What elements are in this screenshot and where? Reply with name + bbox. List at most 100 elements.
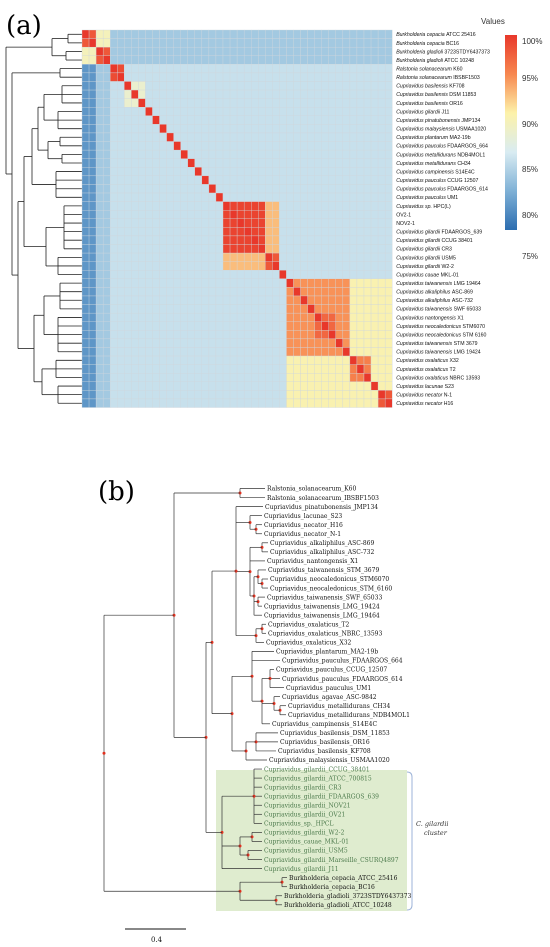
heatmap-cell [194, 141, 203, 151]
heatmap-cell [314, 81, 322, 91]
heatmap-cell [272, 381, 280, 391]
heatmap-cell [194, 261, 203, 271]
heatmap-cell [328, 252, 336, 262]
heatmap-cell [328, 304, 336, 314]
heatmap-cell [201, 107, 210, 116]
heatmap-cell [370, 227, 379, 237]
heatmap-cell [349, 252, 358, 262]
heatmap-row-label: Cupriavidus basilensis KF708 [396, 84, 464, 90]
heatmap-cell [166, 81, 174, 91]
heatmap-cell [307, 218, 315, 228]
heatmap-cell [293, 287, 301, 297]
heatmap-cell [370, 158, 379, 168]
heatmap-cell [236, 55, 245, 65]
heatmap-cell [272, 398, 280, 408]
heatmap-cell [131, 115, 139, 125]
heatmap-cell [229, 89, 238, 99]
heatmap-cell [300, 330, 308, 340]
heatmap-cell [187, 29, 195, 39]
heatmap-cell [349, 115, 358, 125]
heatmap-cell [173, 398, 181, 408]
heatmap-cell [173, 175, 181, 185]
heatmap-cell [363, 201, 372, 211]
heatmap-cell [243, 115, 252, 125]
heatmap-cell [272, 390, 280, 400]
heatmap-cell [342, 124, 351, 134]
heatmap-cell [363, 38, 372, 48]
heatmap-cell [88, 252, 97, 262]
heatmap-cell [117, 295, 125, 305]
heatmap-cell [293, 132, 301, 142]
heatmap-cell [265, 355, 273, 365]
heatmap-cell [152, 373, 160, 382]
heatmap-cell [251, 261, 259, 271]
heatmap-cell [363, 175, 372, 185]
heatmap-cell [356, 338, 365, 348]
heatmap-cell [243, 218, 252, 228]
heatmap-cell [279, 210, 287, 219]
heatmap-cell [152, 167, 160, 177]
heatmap-cell [95, 227, 104, 237]
heatmap-cell [314, 304, 322, 314]
heatmap-cell [145, 304, 153, 314]
heatmap-cell [349, 124, 358, 134]
heatmap-cell [293, 381, 301, 391]
heatmap-cell [222, 295, 231, 305]
heatmap-cell [300, 227, 308, 237]
tree-tip-label: Cupriavidus_gilardii_OV21 [264, 812, 345, 819]
heatmap-cell [258, 244, 266, 254]
heatmap-cell [384, 98, 393, 108]
heatmap-cell [251, 89, 259, 99]
heatmap-cell [173, 330, 181, 340]
heatmap-cell [138, 158, 146, 168]
heatmap-cell [286, 312, 294, 322]
heatmap-cell [187, 218, 195, 228]
heatmap-cell [286, 98, 294, 108]
heatmap-cell [258, 381, 266, 391]
heatmap-cell [194, 38, 203, 48]
heatmap-cell [124, 390, 132, 400]
heatmap-row-label: Cupriavidus taiwanensis LMG 19424 [396, 350, 481, 356]
heatmap-cell [215, 72, 224, 82]
heatmap-cell [314, 364, 322, 374]
heatmap-cell [293, 210, 301, 219]
heatmap-cell [342, 295, 351, 305]
heatmap-cell [229, 158, 238, 168]
heatmap-cell [377, 201, 386, 211]
heatmap-cell [110, 72, 118, 82]
heatmap-cell [110, 115, 118, 125]
heatmap-cell [152, 321, 160, 331]
heatmap-cell [138, 270, 146, 279]
heatmap-cell [201, 64, 210, 74]
heatmap-cell [88, 175, 97, 185]
heatmap-cell [201, 261, 210, 271]
heatmap-cell [258, 321, 266, 331]
heatmap-cell [138, 244, 146, 254]
heatmap-cell [272, 201, 280, 211]
heatmap-cell [370, 347, 379, 357]
heatmap-cell [95, 373, 104, 382]
heatmap-cell [328, 373, 336, 382]
heatmap-cell [272, 192, 280, 202]
heatmap-cell [251, 192, 259, 202]
heatmap-cell [229, 210, 238, 219]
heatmap-cell [159, 218, 167, 228]
heatmap-cell [342, 55, 351, 65]
tree-tip-label: Cupriavidus_taiwanensis_SWF_65033 [267, 594, 382, 601]
heatmap-cell [102, 98, 111, 108]
heatmap-cell [229, 278, 238, 288]
heatmap-cell [342, 175, 351, 185]
heatmap-cell [166, 261, 174, 271]
heatmap-cell [222, 321, 231, 331]
heatmap-cell [314, 373, 322, 382]
heatmap-cell [229, 295, 238, 305]
heatmap-cell [293, 244, 301, 254]
heatmap-cell [356, 29, 365, 39]
heatmap-cell [222, 29, 231, 39]
heatmap-cell [81, 270, 90, 279]
heatmap-cell [173, 210, 181, 219]
heatmap-cell [102, 46, 111, 56]
heatmap-cell [201, 132, 210, 142]
heatmap-cell [110, 252, 118, 262]
heatmap-cell [88, 270, 97, 279]
